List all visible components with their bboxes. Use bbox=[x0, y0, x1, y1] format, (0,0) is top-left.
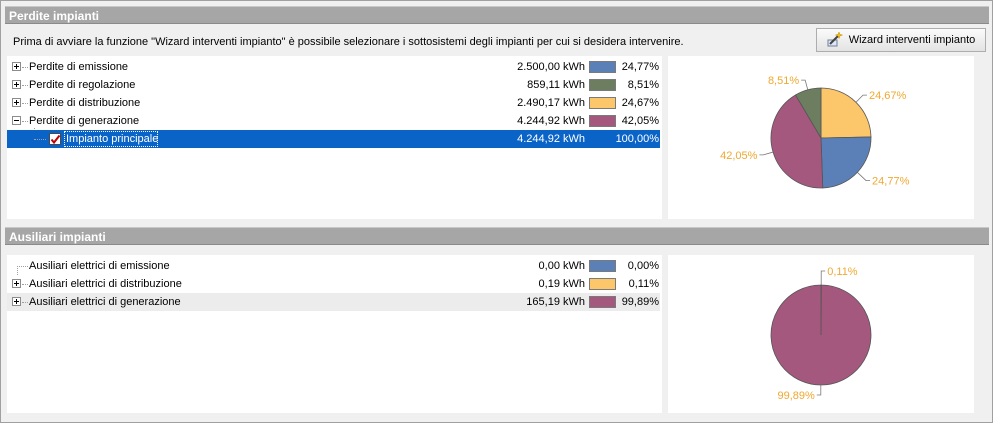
section-title: Ausiliari impianti bbox=[9, 230, 106, 244]
pie-slice bbox=[770, 94, 824, 189]
expand-icon[interactable] bbox=[12, 279, 21, 288]
perdite-pie-panel: 24,67% 24,77% 42,05% 8,51% bbox=[668, 56, 974, 219]
collapse-icon[interactable] bbox=[12, 116, 21, 125]
pie-leader-line bbox=[759, 151, 774, 156]
ausiliari-tree-list[interactable]: Ausiliari elettrici di emissione 0,00 kW… bbox=[7, 255, 662, 413]
pie-data-label: 8,51% bbox=[768, 75, 799, 87]
wizard-wand-icon bbox=[827, 30, 844, 50]
row-percent: 0,00% bbox=[627, 260, 659, 272]
pie-leader-line bbox=[816, 384, 822, 396]
pie-slice bbox=[820, 87, 872, 139]
row-label: Perdite di regolazione bbox=[29, 79, 136, 91]
pie-slice bbox=[794, 87, 822, 140]
tree-row-perdite-emissione[interactable]: Perdite di emissione 2.500,00 kWh 24,77% bbox=[7, 58, 660, 76]
perdite-tree-list[interactable]: Perdite di emissione 2.500,00 kWh 24,77%… bbox=[7, 56, 662, 219]
tree-row-perdite-regolazione[interactable]: Perdite di regolazione 859,11 kWh 8,51% bbox=[7, 76, 660, 94]
row-percent: 0,11% bbox=[628, 278, 659, 290]
row-label: Ausiliari elettrici di distribuzione bbox=[29, 278, 182, 290]
pie-leader-line bbox=[801, 79, 809, 90]
tree-row-ausiliari-emissione[interactable]: Ausiliari elettrici di emissione 0,00 kW… bbox=[7, 257, 660, 275]
row-percent: 24,67% bbox=[621, 97, 659, 109]
section-title: Perdite impianti bbox=[9, 9, 100, 23]
pie-leader-line bbox=[855, 94, 867, 103]
intro-text: Prima di avviare la funzione "Wizard int… bbox=[13, 36, 684, 48]
pie-leader-line bbox=[820, 270, 826, 286]
tree-row-perdite-generazione[interactable]: Perdite di generazione 4.244,92 kWh 42,0… bbox=[7, 112, 660, 130]
color-swatch bbox=[589, 115, 616, 127]
row-kwh: 165,19 kWh bbox=[526, 296, 585, 308]
row-percent: 8,51% bbox=[627, 79, 659, 91]
section-header-perdite: Perdite impianti bbox=[5, 6, 989, 24]
row-label: Perdite di distribuzione bbox=[29, 97, 141, 109]
pie-slice bbox=[820, 136, 872, 189]
row-percent: 42,05% bbox=[621, 115, 659, 127]
expand-icon[interactable] bbox=[12, 62, 21, 71]
wizard-interventi-button[interactable]: Wizard interventi impianto bbox=[816, 28, 986, 52]
pie-data-label: 24,67% bbox=[869, 90, 907, 102]
color-swatch bbox=[589, 61, 616, 73]
wizard-button-label: Wizard interventi impianto bbox=[848, 34, 976, 46]
row-kwh: 4.244,92 kWh bbox=[517, 115, 585, 127]
color-swatch bbox=[589, 79, 616, 91]
section-header-ausiliari: Ausiliari impianti bbox=[5, 227, 989, 245]
row-percent: 99,89% bbox=[621, 296, 659, 308]
pie-slice bbox=[770, 284, 872, 386]
expand-icon[interactable] bbox=[12, 297, 21, 306]
row-kwh: 0,19 kWh bbox=[538, 278, 585, 290]
pie-data-label: 99,89% bbox=[777, 390, 815, 402]
perdite-pie-chart: 24,67% 24,77% 42,05% 8,51% bbox=[720, 75, 910, 189]
impianto-checkbox[interactable] bbox=[49, 133, 61, 145]
row-label: Ausiliari elettrici di generazione bbox=[29, 296, 181, 308]
expand-icon[interactable] bbox=[12, 98, 21, 107]
ausiliari-pie-panel: 0,11% 99,89% bbox=[668, 255, 974, 413]
pie-data-label: 0,11% bbox=[827, 266, 858, 278]
tree-row-ausiliari-generazione[interactable]: Ausiliari elettrici di generazione 165,1… bbox=[7, 293, 660, 311]
tree-row-ausiliari-distribuzione[interactable]: Ausiliari elettrici di distribuzione 0,1… bbox=[7, 275, 660, 293]
row-kwh: 859,11 kWh bbox=[527, 79, 585, 91]
pie-data-label: 42,05% bbox=[720, 150, 758, 162]
row-percent: 100,00% bbox=[615, 133, 659, 145]
color-swatch bbox=[589, 278, 616, 290]
tree-row-impianto-principale[interactable]: Impianto principale 4.244,92 kWh 100,00% bbox=[7, 130, 660, 148]
row-kwh: 2.490,17 kWh bbox=[517, 97, 585, 109]
row-kwh: 2.500,00 kWh bbox=[517, 61, 585, 73]
color-swatch bbox=[589, 296, 616, 308]
row-kwh: 0,00 kWh bbox=[538, 260, 585, 272]
pie-leader-line bbox=[857, 172, 871, 181]
row-label: Perdite di emissione bbox=[29, 61, 129, 73]
checkmark-icon bbox=[50, 134, 61, 145]
row-label: Ausiliari elettrici di emissione bbox=[29, 260, 170, 272]
pie-data-label: 24,77% bbox=[872, 176, 910, 188]
row-label: Impianto principale bbox=[66, 133, 159, 145]
ausiliari-pie-chart: 0,11% 99,89% bbox=[770, 266, 872, 402]
expand-icon[interactable] bbox=[12, 80, 21, 89]
row-kwh: 4.244,92 kWh bbox=[517, 133, 585, 145]
tree-row-perdite-distribuzione[interactable]: Perdite di distribuzione 2.490,17 kWh 24… bbox=[7, 94, 660, 112]
row-label: Perdite di generazione bbox=[29, 115, 140, 127]
row-percent: 24,77% bbox=[621, 61, 659, 73]
color-swatch bbox=[589, 97, 616, 109]
color-swatch bbox=[589, 260, 616, 272]
